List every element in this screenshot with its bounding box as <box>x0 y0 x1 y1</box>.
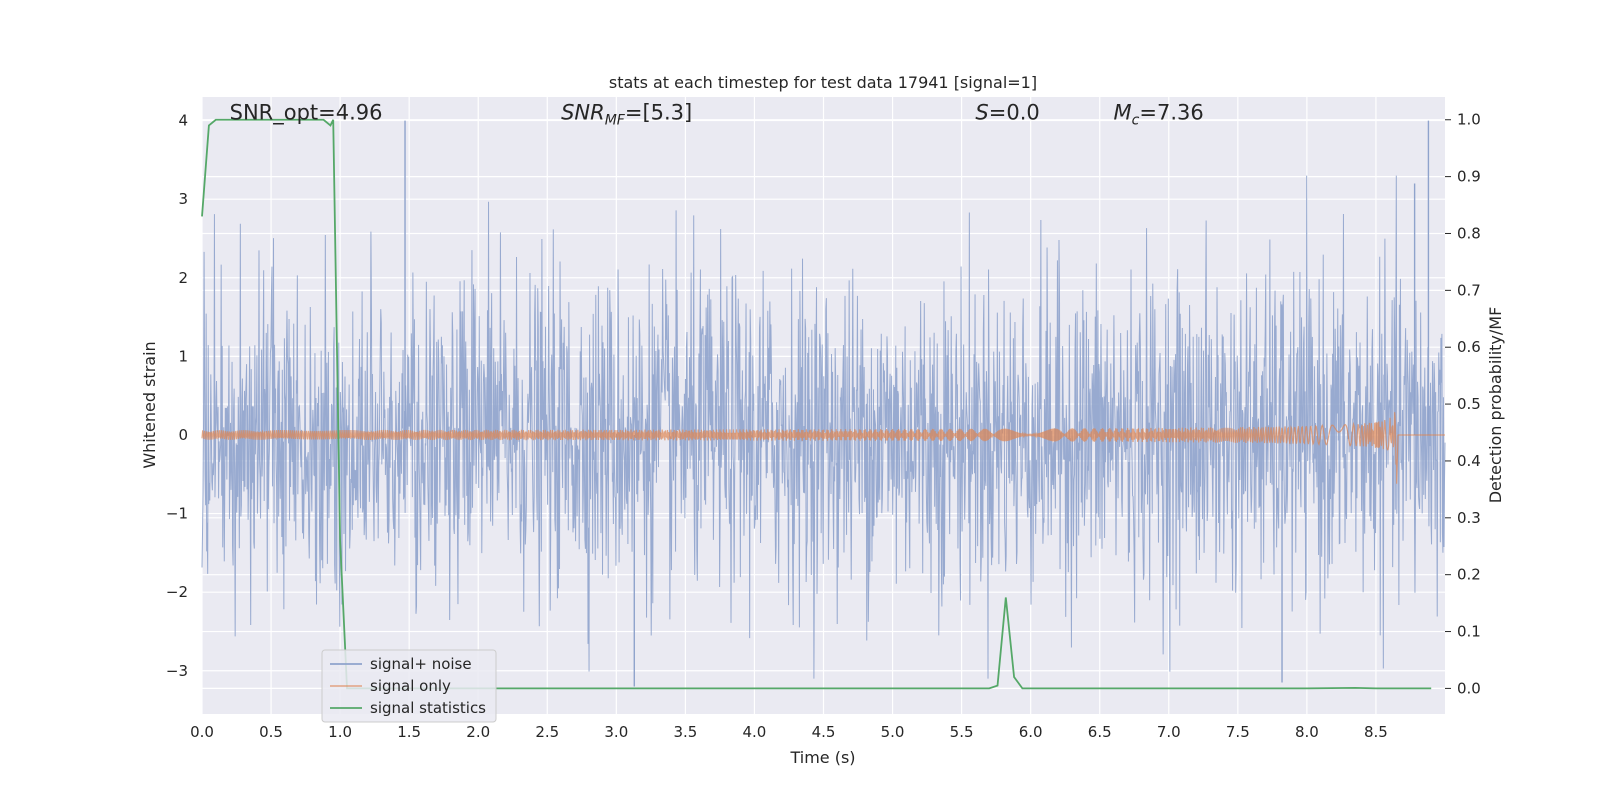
annotation-2: S=0.0 <box>975 101 1039 125</box>
legend-box <box>321 649 497 723</box>
right-y-tick-label-7: 0.7 <box>1457 281 1481 299</box>
left-y-tick-label-4: 1 <box>178 347 188 365</box>
left-y-tick-label-7: 4 <box>178 112 188 130</box>
x-tick-label-12: 6.0 <box>1019 723 1043 741</box>
legend-label-signal-noise: signal+ noise <box>370 655 472 673</box>
right-y-tick-label-5: 0.5 <box>1457 395 1481 413</box>
x-tick-label-4: 2.0 <box>466 723 490 741</box>
left-y-axis-ticks: −3 −2 −1 0 1 2 3 4 <box>166 112 188 680</box>
right-y-axis-ticks: 0.0 0.1 0.2 0.3 0.4 0.5 0.6 0.7 0.8 0.9 1.0 <box>1445 111 1481 697</box>
x-tick-label-14: 7.0 <box>1157 723 1181 741</box>
x-tick-label-2: 1.0 <box>328 723 352 741</box>
x-tick-label-17: 8.5 <box>1364 723 1388 741</box>
legend: signal+ noise signal only signal statist… <box>321 649 497 723</box>
right-y-axis-label: Detection probability/MF <box>1486 307 1505 504</box>
annotation-0: SNR_opt=4.96 <box>230 101 383 126</box>
annotation-1: SNRMF=[5.3] <box>561 101 692 129</box>
x-tick-label-6: 3.0 <box>604 723 628 741</box>
x-axis-label: Time (s) <box>789 748 855 767</box>
right-y-tick-label-2: 0.2 <box>1457 566 1481 584</box>
legend-label-signal-statistics: signal statistics <box>370 699 486 717</box>
left-y-tick-label-5: 2 <box>178 269 188 287</box>
x-tick-label-7: 3.5 <box>673 723 697 741</box>
annotation-3: Mc=7.36 <box>1114 101 1204 129</box>
chart-title: stats at each timestep for test data 179… <box>609 73 1037 92</box>
x-tick-label-10: 5.0 <box>881 723 905 741</box>
left-y-tick-label-1: −2 <box>166 583 188 601</box>
x-tick-label-0: 0.0 <box>190 723 214 741</box>
x-tick-label-13: 6.5 <box>1088 723 1112 741</box>
x-tick-label-8: 4.0 <box>743 723 767 741</box>
right-y-tick-label-1: 0.1 <box>1457 623 1481 641</box>
x-tick-label-5: 2.5 <box>535 723 559 741</box>
right-y-tick-label-9: 0.9 <box>1457 168 1481 186</box>
right-y-tick-label-3: 0.3 <box>1457 509 1481 527</box>
x-axis-ticks: 0.0 0.5 1.0 1.5 2.0 2.5 3.0 3.5 4.0 4.5 5.0 5.5 6.0 6… <box>190 723 1388 741</box>
legend-label-signal-only: signal only <box>370 677 451 695</box>
x-tick-label-15: 7.5 <box>1226 723 1250 741</box>
right-y-tick-label-10: 1.0 <box>1457 111 1481 129</box>
right-y-tick-label-8: 0.8 <box>1457 224 1481 242</box>
line-signal-noise <box>201 175 1446 679</box>
x-tick-label-3: 1.5 <box>397 723 421 741</box>
x-tick-label-11: 5.5 <box>950 723 974 741</box>
x-tick-label-9: 4.5 <box>812 723 836 741</box>
right-y-tick-label-4: 0.4 <box>1457 452 1481 470</box>
right-y-tick-label-6: 0.6 <box>1457 338 1481 356</box>
x-tick-label-16: 8.0 <box>1295 723 1319 741</box>
line-signal-only <box>201 412 1445 484</box>
series-signal-only <box>201 412 1445 484</box>
right-y-tick-label-0: 0.0 <box>1457 679 1481 697</box>
left-y-tick-label-3: 0 <box>178 426 188 444</box>
x-tick-label-1: 0.5 <box>259 723 283 741</box>
left-y-tick-label-0: −3 <box>166 662 188 680</box>
left-y-tick-label-6: 3 <box>178 190 188 208</box>
left-y-axis-label: Whitened strain <box>140 341 159 468</box>
left-y-tick-label-2: −1 <box>166 505 188 523</box>
series-signal-noise <box>201 120 1446 687</box>
annotations: SNR_opt=4.96 SNRMF=[5.3] S=0.0 Mc=7.36 <box>230 101 1204 129</box>
